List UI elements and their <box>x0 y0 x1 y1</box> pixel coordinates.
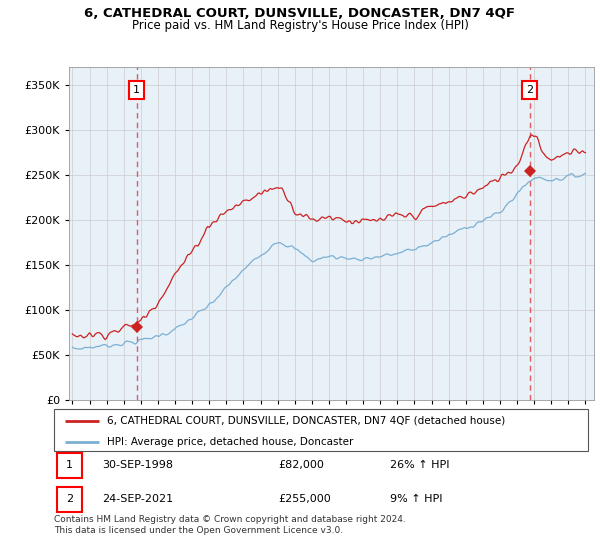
Text: 2: 2 <box>66 494 73 505</box>
Text: 1: 1 <box>66 460 73 470</box>
Text: Price paid vs. HM Land Registry's House Price Index (HPI): Price paid vs. HM Land Registry's House … <box>131 19 469 32</box>
Text: 26% ↑ HPI: 26% ↑ HPI <box>391 460 450 470</box>
FancyBboxPatch shape <box>56 487 82 512</box>
Text: 6, CATHEDRAL COURT, DUNSVILLE, DONCASTER, DN7 4QF (detached house): 6, CATHEDRAL COURT, DUNSVILLE, DONCASTER… <box>107 416 506 426</box>
Text: 9% ↑ HPI: 9% ↑ HPI <box>391 494 443 505</box>
Text: 1: 1 <box>133 85 140 95</box>
Text: HPI: Average price, detached house, Doncaster: HPI: Average price, detached house, Donc… <box>107 437 354 446</box>
Text: £255,000: £255,000 <box>278 494 331 505</box>
Text: 24-SEP-2021: 24-SEP-2021 <box>102 494 173 505</box>
Text: 6, CATHEDRAL COURT, DUNSVILLE, DONCASTER, DN7 4QF: 6, CATHEDRAL COURT, DUNSVILLE, DONCASTER… <box>85 7 515 20</box>
Text: 30-SEP-1998: 30-SEP-1998 <box>102 460 173 470</box>
FancyBboxPatch shape <box>54 409 588 451</box>
Text: 2: 2 <box>526 85 533 95</box>
FancyBboxPatch shape <box>56 453 82 478</box>
Text: Contains HM Land Registry data © Crown copyright and database right 2024.
This d: Contains HM Land Registry data © Crown c… <box>54 515 406 535</box>
Text: £82,000: £82,000 <box>278 460 324 470</box>
